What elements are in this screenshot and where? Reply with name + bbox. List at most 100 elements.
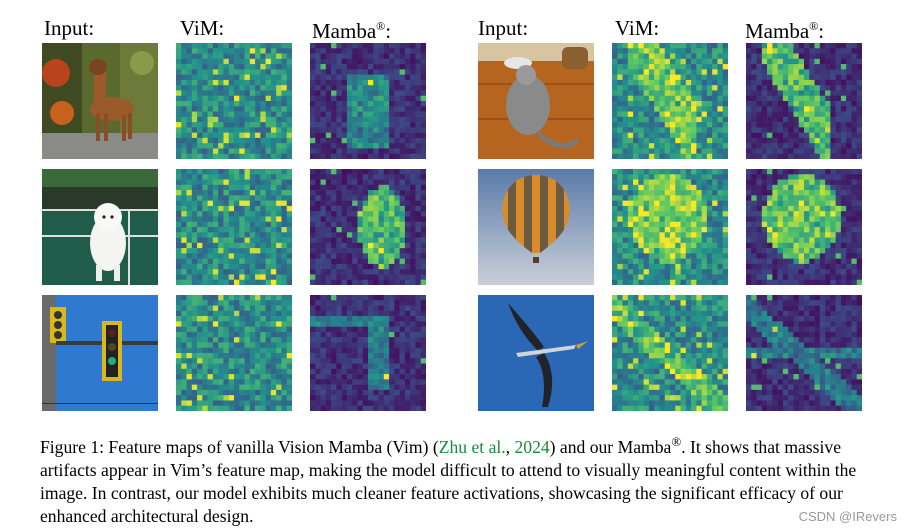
heatmap-cell	[659, 137, 666, 144]
heatmap-cell	[670, 316, 676, 322]
heatmap-cell	[701, 53, 708, 60]
heatmap-cell	[212, 242, 219, 249]
heatmap-cell	[341, 111, 348, 118]
heatmap-cell	[373, 43, 379, 49]
heatmap-cell	[286, 153, 292, 159]
heatmap-cell	[777, 205, 784, 212]
heatmap-cell	[761, 200, 768, 207]
heatmap-cell	[234, 101, 240, 107]
heatmap-cell	[181, 379, 187, 385]
heatmap-cell	[394, 353, 400, 359]
heatmap-cell	[814, 127, 821, 133]
heatmap-cell	[772, 127, 778, 133]
heatmap-cell	[670, 74, 676, 81]
heatmap-cell	[664, 232, 671, 238]
heatmap-cell	[228, 358, 235, 364]
heatmap-cell	[675, 169, 681, 175]
heatmap-cell	[648, 48, 655, 54]
heatmap-cell	[814, 237, 821, 244]
heatmap-cell	[315, 116, 321, 123]
heatmap-cell	[186, 405, 193, 411]
heatmap-cell	[265, 106, 272, 112]
heatmap-cell	[265, 316, 272, 322]
heatmap-cell	[830, 132, 836, 139]
heatmap-cell	[793, 190, 800, 196]
heatmap-cell	[265, 389, 272, 396]
heatmap-cell	[249, 101, 256, 107]
heatmap-cell	[197, 137, 203, 144]
heatmap-cell	[281, 279, 288, 285]
heatmap-cell	[223, 64, 230, 70]
heatmap-cell	[362, 331, 369, 338]
heatmap-cell	[176, 316, 182, 322]
heatmap-cell	[717, 279, 724, 285]
heatmap-cell	[835, 95, 842, 102]
heatmap-cell	[362, 64, 369, 70]
heatmap-cell	[270, 184, 277, 191]
heatmap-cell	[373, 132, 379, 139]
heatmap-cell	[404, 53, 411, 60]
heatmap-cell	[265, 237, 272, 244]
heatmap-cell	[782, 174, 789, 180]
heatmap-cell	[244, 279, 251, 285]
heatmap-cell	[420, 405, 426, 411]
heatmap-cell	[840, 216, 847, 223]
heatmap-cell	[341, 43, 348, 49]
heatmap-cell	[276, 74, 282, 81]
heatmap-cell	[276, 353, 282, 359]
heatmap-cell	[202, 274, 208, 281]
heatmap-cell	[846, 253, 852, 259]
heatmap-cell	[627, 179, 634, 186]
heatmap-cell	[239, 363, 245, 370]
heatmap-cell	[260, 69, 266, 75]
heatmap-cell	[410, 326, 416, 333]
heatmap-cell	[767, 132, 773, 139]
heatmap-cell	[191, 58, 198, 65]
heatmap-cell	[218, 263, 224, 270]
heatmap-cell	[761, 248, 768, 254]
heatmap-cell	[244, 169, 251, 175]
heatmap-cell	[825, 221, 831, 228]
heatmap-cell	[712, 305, 718, 312]
heatmap-cell	[265, 184, 272, 191]
heatmap-cell	[717, 137, 724, 144]
heatmap-cell	[320, 221, 327, 228]
heatmap-cell	[197, 232, 203, 238]
heatmap-cell	[622, 122, 629, 128]
heatmap-cell	[856, 237, 862, 244]
heatmap-cell	[383, 221, 390, 228]
heatmap-cell	[176, 43, 182, 49]
heatmap-cell	[717, 242, 724, 249]
heatmap-cell	[830, 174, 836, 180]
heatmap-cell	[846, 74, 852, 81]
heatmap-cell	[223, 58, 230, 65]
heatmap-cell	[761, 106, 768, 112]
heatmap-cell	[362, 48, 369, 54]
heatmap-cell	[777, 227, 784, 233]
heatmap-cell	[420, 74, 426, 81]
heatmap-cell	[804, 111, 810, 118]
heatmap-cell	[310, 153, 316, 159]
heatmap-cell	[281, 132, 288, 139]
heatmap-cell	[664, 269, 671, 275]
heatmap-cell	[394, 174, 400, 180]
heatmap-cell	[389, 316, 395, 322]
heatmap-cell	[265, 300, 272, 306]
heatmap-cell	[793, 95, 800, 102]
heatmap-cell	[685, 85, 692, 91]
heatmap-cell	[804, 122, 810, 128]
heatmap-cell	[612, 169, 618, 175]
heatmap-cell	[670, 295, 676, 301]
heatmap-cell	[722, 106, 728, 112]
heatmap-cell	[276, 132, 282, 139]
heatmap-cell	[804, 237, 810, 244]
heatmap-cell	[270, 195, 277, 201]
heatmap-cell	[202, 379, 208, 385]
heatmap-cell	[746, 253, 752, 259]
heatmap-cell	[336, 205, 342, 212]
heatmap-cell	[373, 174, 379, 180]
heatmap-cell	[706, 122, 713, 128]
heatmap-cell	[751, 248, 757, 254]
heatmap-cell	[404, 74, 411, 81]
heatmap-cell	[383, 200, 390, 207]
